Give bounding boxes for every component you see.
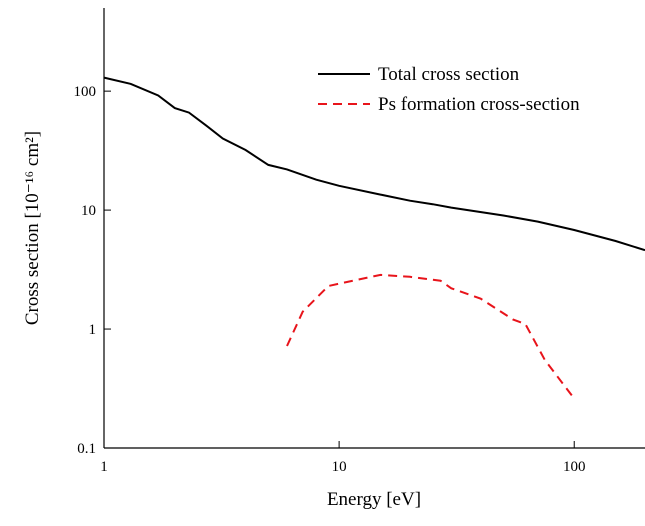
series-line — [286, 273, 575, 400]
series-line — [103, 76, 645, 252]
x-tick-label: 100 — [563, 459, 586, 475]
y-tick-label: 0.1 — [77, 441, 96, 457]
x-tick-label: 10 — [332, 459, 347, 475]
legend-label: Total cross section — [378, 64, 520, 85]
y-tick-label: 100 — [74, 84, 97, 100]
y-axis-label: Cross section [10⁻¹⁶ cm²] — [22, 131, 43, 325]
legend-label: Ps formation cross-section — [378, 94, 580, 115]
y-tick-label: 1 — [89, 322, 97, 338]
x-axis-label: Energy [eV] — [327, 489, 421, 510]
x-tick-label: 1 — [100, 459, 108, 475]
y-tick-label: 10 — [81, 203, 96, 219]
